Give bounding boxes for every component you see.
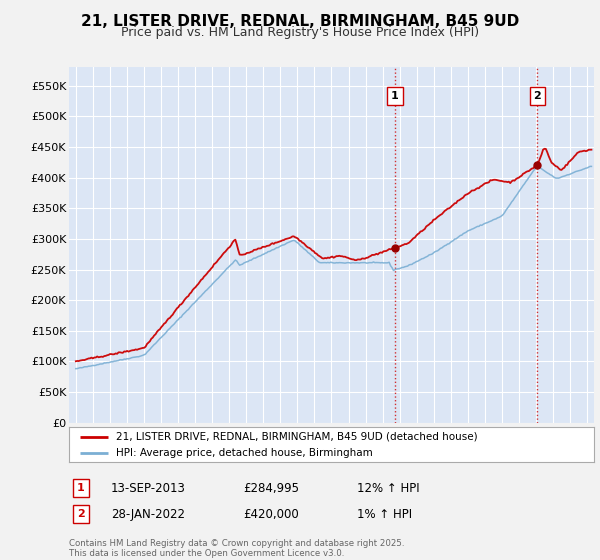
Text: 13-SEP-2013: 13-SEP-2013 — [111, 482, 186, 495]
Text: 2: 2 — [533, 91, 541, 101]
Text: 1% ↑ HPI: 1% ↑ HPI — [357, 507, 412, 521]
Text: 21, LISTER DRIVE, REDNAL, BIRMINGHAM, B45 9UD: 21, LISTER DRIVE, REDNAL, BIRMINGHAM, B4… — [81, 14, 519, 29]
Text: HPI: Average price, detached house, Birmingham: HPI: Average price, detached house, Birm… — [116, 447, 373, 458]
Text: 1: 1 — [391, 91, 398, 101]
Text: £284,995: £284,995 — [243, 482, 299, 495]
Text: 28-JAN-2022: 28-JAN-2022 — [111, 507, 185, 521]
Text: Price paid vs. HM Land Registry's House Price Index (HPI): Price paid vs. HM Land Registry's House … — [121, 26, 479, 39]
Text: 2: 2 — [77, 509, 85, 519]
Text: 12% ↑ HPI: 12% ↑ HPI — [357, 482, 419, 495]
Text: 21, LISTER DRIVE, REDNAL, BIRMINGHAM, B45 9UD (detached house): 21, LISTER DRIVE, REDNAL, BIRMINGHAM, B4… — [116, 432, 478, 442]
Text: Contains HM Land Registry data © Crown copyright and database right 2025.
This d: Contains HM Land Registry data © Crown c… — [69, 539, 404, 558]
Text: 1: 1 — [77, 483, 85, 493]
Text: £420,000: £420,000 — [243, 507, 299, 521]
